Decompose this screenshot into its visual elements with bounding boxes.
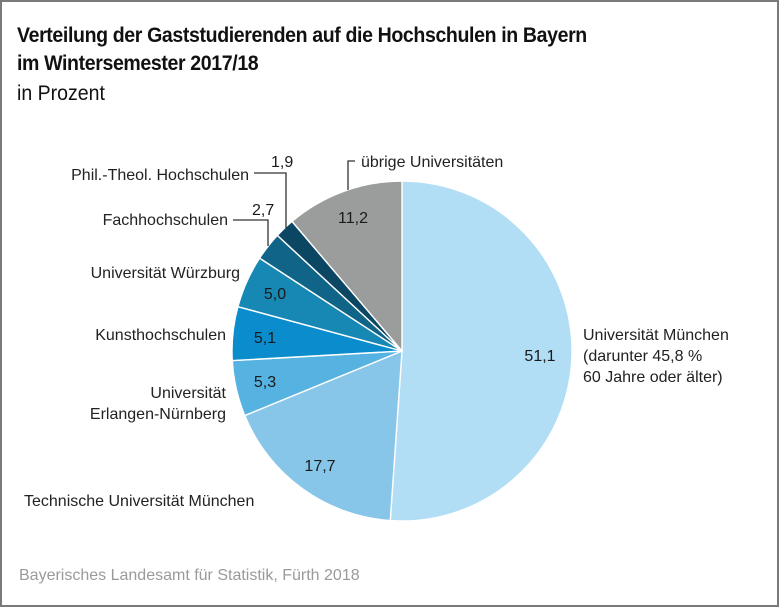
- leader-lines: [233, 160, 355, 246]
- value-label-universitat: 5,3: [254, 374, 276, 391]
- source-note: Bayerisches Landesamt für Statistik, Für…: [19, 567, 360, 584]
- value-label-kunsthochschulen: 5,1: [254, 330, 276, 347]
- pie-slices: [231, 180, 573, 522]
- category-label-line: Technische Universität München: [24, 493, 254, 510]
- category-label-line: (darunter 45,8 %: [583, 348, 702, 365]
- category-label-fachhochschulen: Fachhochschulen: [103, 212, 228, 229]
- category-labels: Universität München (darunter 45,8 % 60 Ja…: [24, 154, 729, 510]
- category-label-line: Universität Würzburg: [91, 265, 240, 282]
- value-label-ubrige-universitaten: 11,2: [338, 210, 368, 227]
- chart-title: Verteilung der Gaststudierenden auf die …: [17, 22, 587, 78]
- chart-subtitle: in Prozent: [17, 82, 105, 105]
- pie-slice-ubrige-universitaten: [291, 180, 403, 352]
- category-label-ubrige-universitaten: übrige Universitäten: [361, 154, 503, 171]
- category-label-line: Universität München: [583, 327, 729, 344]
- chart-title-line-1: Verteilung der Gaststudierenden auf die …: [17, 24, 587, 47]
- category-label-universitat-wurzburg: Universität Würzburg: [91, 265, 240, 282]
- category-label-line: Universität: [150, 385, 226, 402]
- category-label-line: Kunsthochschulen: [95, 327, 226, 344]
- category-label-line: Fachhochschulen: [103, 212, 228, 229]
- value-label-technische-universitat-munchen: 17,7: [304, 458, 335, 475]
- pie-slice-universitat-munchen: [389, 180, 573, 522]
- leader-line-fachhochschulen: [233, 219, 269, 246]
- category-label-universitat-munchen: Universität München (darunter 45,8 % 60 Ja…: [583, 327, 729, 386]
- category-label-line: übrige Universitäten: [361, 154, 503, 171]
- category-label-universitat: Universität Erlangen-Nürnberg: [90, 385, 227, 423]
- value-label-phil-theol-hochschulen: 1,9: [271, 154, 293, 171]
- value-label-universitat-munchen: 51,1: [524, 348, 555, 365]
- value-label-fachhochschulen: 2,7: [252, 202, 274, 219]
- category-label-technische-universitat-munchen: Technische Universität München: [24, 493, 254, 510]
- chart-title-line-2: im Wintersemester 2017/18: [17, 52, 259, 75]
- value-labels: 51,1 17,7 5,3 5,1 5,0 2,7 1,9 11,2: [252, 154, 556, 475]
- category-label-line: Phil.-Theol. Hochschulen: [71, 167, 249, 184]
- category-label-kunsthochschulen: Kunsthochschulen: [95, 327, 226, 344]
- category-label-line: 60 Jahre oder älter): [583, 369, 723, 386]
- leader-line-phil-theol-hochschulen: [254, 172, 287, 228]
- category-label-phil-theol-hochschulen: Phil.-Theol. Hochschulen: [71, 167, 249, 184]
- category-label-line: Erlangen-Nürnberg: [90, 406, 226, 423]
- value-label-universitat-wurzburg: 5,0: [264, 286, 286, 303]
- pie-slice-technische-universitat-munchen: [244, 350, 403, 522]
- leader-line-ubrige-universitaten: [347, 160, 355, 190]
